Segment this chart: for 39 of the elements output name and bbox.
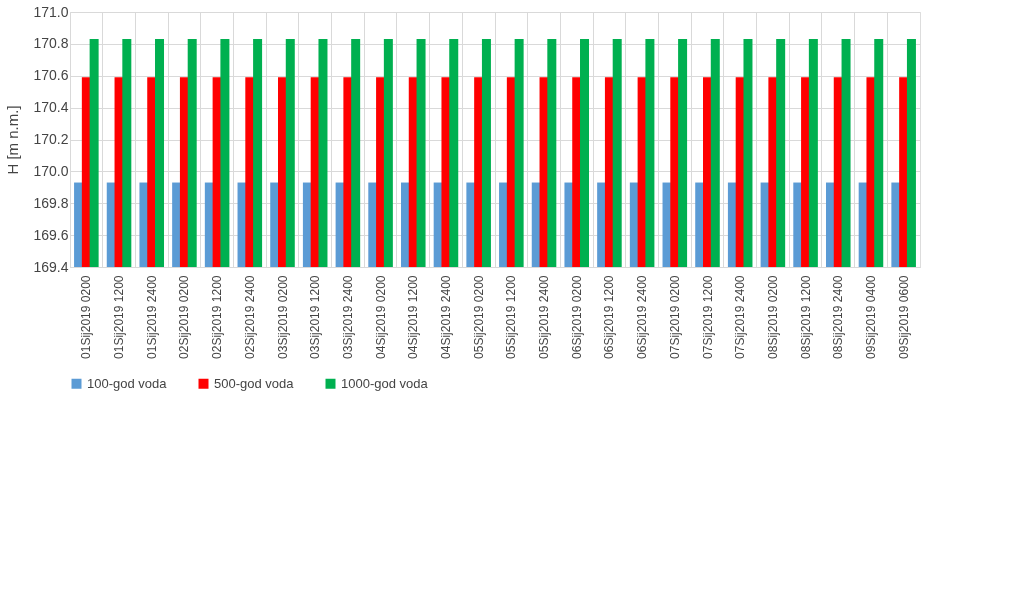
x-tick-label: 09Sij2019 0400 xyxy=(863,275,878,359)
x-tick-label: 05Sij2019 1200 xyxy=(504,275,519,359)
x-tick-label: 08Sij2019 1200 xyxy=(798,275,813,359)
x-tick-label: 04Sij2019 1200 xyxy=(406,275,421,359)
x-tick-label: 03Sij2019 2400 xyxy=(340,275,355,359)
y-tick-label: 170.8 xyxy=(33,35,69,52)
x-tick-label: 09Sij2019 0600 xyxy=(896,275,911,359)
legend-label: 500-god voda xyxy=(214,375,295,391)
y-tick-label: 170.4 xyxy=(33,99,69,116)
x-tick-label: 02Sij2019 2400 xyxy=(242,275,257,359)
y-tick-label: 169.4 xyxy=(33,258,69,275)
y-tick-label: 171.0 xyxy=(33,3,69,20)
y-axis-title: H [m n.m.] xyxy=(4,105,22,175)
x-tick-label: 07Sij2019 2400 xyxy=(733,275,748,359)
x-tick-label: 01Sij2019 0200 xyxy=(79,275,94,359)
x-tick-label: 04Sij2019 0200 xyxy=(373,275,388,359)
x-tick-label: 07Sij2019 1200 xyxy=(700,275,715,359)
legend-label: 1000-god voda xyxy=(341,375,429,391)
x-tick-label: 06Sij2019 1200 xyxy=(602,275,617,359)
x-tick-label: 06Sij2019 2400 xyxy=(635,275,650,359)
x-tick-label: 03Sij2019 0200 xyxy=(275,275,290,359)
x-tick-label: 06Sij2019 0200 xyxy=(569,275,584,359)
x-tick-label: 02Sij2019 1200 xyxy=(210,275,225,359)
legend-label: 100-god voda xyxy=(87,375,168,391)
x-tick-label: 07Sij2019 0200 xyxy=(667,275,682,359)
y-tick-label: 169.8 xyxy=(33,194,69,211)
y-tick-label: 170.0 xyxy=(33,162,69,179)
x-tick-label: 04Sij2019 2400 xyxy=(438,275,453,359)
x-tick-label: 05Sij2019 2400 xyxy=(537,275,552,359)
x-tick-label: 01Sij2019 2400 xyxy=(144,275,159,359)
x-tick-label: 01Sij2019 1200 xyxy=(112,275,127,359)
y-tick-label: 170.2 xyxy=(33,131,69,147)
x-tick-label: 03Sij2019 1200 xyxy=(308,275,323,359)
x-tick-label: 08Sij2019 2400 xyxy=(831,275,846,359)
x-tick-label: 05Sij2019 0200 xyxy=(471,275,486,359)
x-tick-label: 02Sij2019 0200 xyxy=(177,275,192,359)
y-tick-label: 170.6 xyxy=(33,67,69,84)
y-tick-label: 169.6 xyxy=(33,226,69,243)
x-tick-label: 08Sij2019 0200 xyxy=(765,275,780,359)
